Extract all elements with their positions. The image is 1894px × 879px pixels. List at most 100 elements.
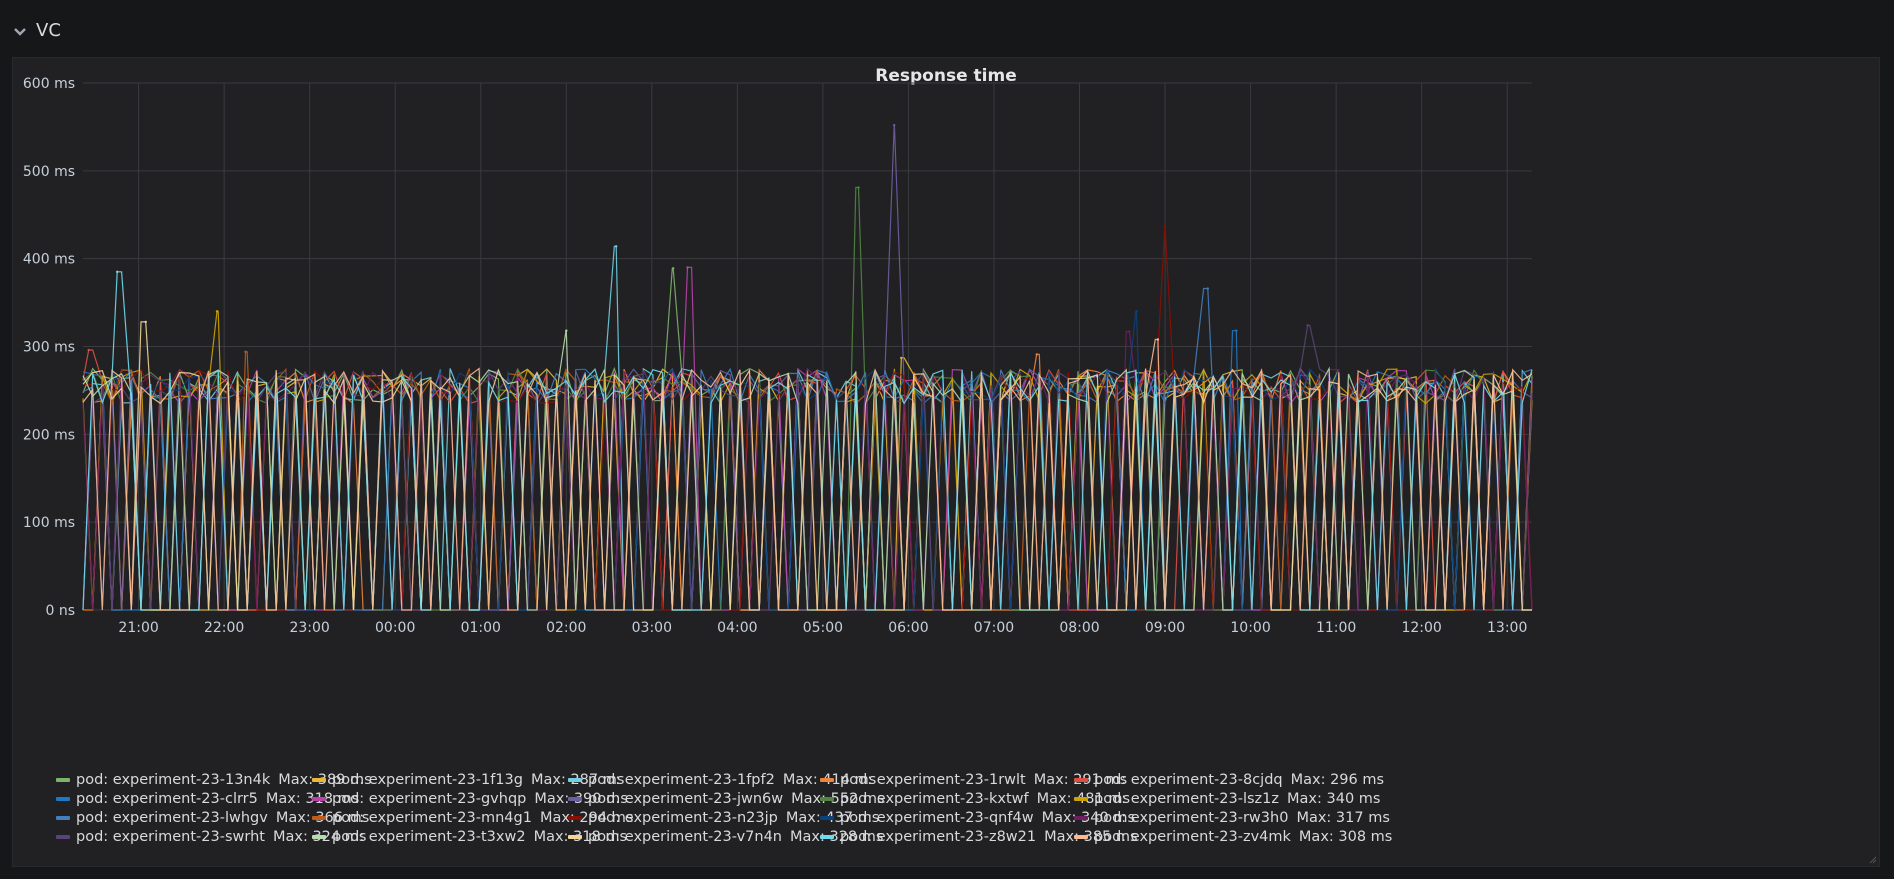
legend-series-name: pod: experiment-23-gvhqp: [332, 791, 527, 807]
series-peak-point: [1156, 338, 1160, 341]
x-tick-label: 07:00: [974, 620, 1014, 636]
legend-item[interactable]: pod: experiment-23-mn4g1 Max: 294 ms: [312, 810, 633, 826]
series-peak-point: [1206, 287, 1210, 290]
legend-series-name: pod: experiment-23-zv4mk: [1094, 829, 1291, 845]
series-peak-point: [672, 267, 675, 270]
legend-swatch: [1074, 778, 1088, 782]
legend-item[interactable]: pod: experiment-23-qnf4w Max: 340 ms: [820, 810, 1135, 826]
panel-resize-handle-icon[interactable]: [1867, 854, 1877, 864]
legend-series-name: pod: experiment-23-rw3h0: [1094, 810, 1289, 826]
legend-series-name: pod: experiment-23-jwn6w: [588, 791, 784, 807]
y-tick-label: 400 ms: [23, 252, 75, 268]
legend-swatch: [820, 835, 834, 839]
series-experiment-23-qnf4w: [82, 310, 1532, 611]
x-tick-label: 12:00: [1401, 620, 1441, 636]
x-tick-label: 02:00: [546, 620, 586, 636]
series-line: [82, 266, 1533, 611]
legend-item[interactable]: pod: experiment-23-swrht Max: 324 ms: [56, 829, 366, 845]
response-time-chart[interactable]: 0 ns 100 ms 200 ms 300 ms 400 ms 500 ms 600 ms…: [13, 58, 1879, 866]
legend-series-max: Max: 385 ms: [1044, 829, 1138, 845]
series-peak-point: [1035, 353, 1038, 356]
series-peak-point: [565, 329, 568, 332]
series-line: [82, 321, 1532, 611]
legend-series-name: pod: experiment-23-lsz1z: [1094, 791, 1280, 807]
legend-series-name: pod: experiment-23-1fpf2: [588, 772, 775, 788]
legend-series-name: pod: experiment-23-swrht: [76, 829, 265, 845]
series-experiment-23-gvhqp: [82, 266, 1533, 611]
legend-item[interactable]: pod: experiment-23-jwn6w Max: 552 ms: [568, 791, 885, 807]
series-peak-point: [1235, 329, 1238, 332]
legend-item[interactable]: pod: experiment-23-8cjdq Max: 296 ms: [1074, 772, 1384, 788]
series-line: [82, 338, 1533, 611]
legend-item[interactable]: pod: experiment-23-lsz1z Max: 340 ms: [1074, 791, 1380, 807]
y-tick-label: 500 ms: [23, 164, 75, 180]
series-peak-point: [116, 270, 119, 274]
legend-item[interactable]: pod: experiment-23-v7n4n Max: 328 ms: [568, 829, 883, 845]
series-line: [82, 245, 1533, 611]
series-peak-point: [1163, 224, 1167, 228]
legend-swatch: [1074, 816, 1088, 820]
legend-series-max: Max: 317 ms: [1296, 810, 1390, 826]
legend-swatch: [1074, 797, 1088, 801]
x-tick-label: 00:00: [375, 620, 415, 636]
series-peak-point: [215, 310, 219, 313]
series-line: [82, 225, 1533, 611]
x-tick-label: 08:00: [1059, 620, 1099, 636]
legend-item[interactable]: pod: experiment-23-rw3h0 Max: 317 ms: [1074, 810, 1390, 826]
legend-item[interactable]: pod: experiment-23-z8w21 Max: 385 ms: [820, 829, 1138, 845]
legend-swatch: [568, 835, 582, 839]
x-tick-label: 10:00: [1230, 620, 1270, 636]
panel-title[interactable]: Response time: [875, 66, 1017, 86]
x-tick-label: 01:00: [461, 620, 501, 636]
legend-series-max: Max: 340 ms: [1041, 810, 1135, 826]
x-tick-label: 21:00: [118, 620, 158, 636]
legend-series-name: pod: experiment-23-1rwlt: [840, 772, 1026, 788]
legend-item[interactable]: pod: experiment-23-zv4mk Max: 308 ms: [1074, 829, 1392, 845]
x-tick-label: 03:00: [632, 620, 672, 636]
series-peak-point: [144, 320, 147, 324]
x-tick-label: 13:00: [1487, 620, 1527, 636]
series-peak-point: [614, 245, 618, 248]
legend-swatch: [312, 778, 326, 782]
legend-swatch: [568, 778, 582, 782]
legend-item[interactable]: pod: experiment-23-lwhgv Max: 366 ms: [56, 810, 369, 826]
row-title[interactable]: VC: [36, 20, 61, 41]
y-tick-label: 600 ms: [23, 76, 75, 92]
series-experiment-23-lwhgv: [82, 287, 1533, 611]
series-peak-point: [686, 266, 689, 269]
series-experiment-23-swrht: [82, 324, 1533, 611]
legend-swatch: [568, 816, 582, 820]
series-peak-point: [1135, 310, 1138, 313]
series-peak-point: [900, 356, 903, 360]
legend-series-name: pod: experiment-23-v7n4n: [588, 829, 782, 845]
legend-swatch: [56, 816, 70, 820]
series-experiment-23-jwn6w: [82, 123, 1533, 611]
legend-series-name: pod: experiment-23-mn4g1: [332, 810, 532, 826]
legend-swatch: [56, 797, 70, 801]
legend-item[interactable]: pod: experiment-23-t3xw2 Max: 318 ms: [312, 829, 627, 845]
legend-series-max: Max: 328 ms: [790, 829, 884, 845]
y-tick-label: 100 ms: [23, 515, 75, 531]
legend-series-name: pod: experiment-23-13n4k: [76, 772, 271, 788]
legend-series-name: pod: experiment-23-z8w21: [840, 829, 1037, 845]
series-peak-point: [857, 186, 860, 189]
legend-series-name: pod: experiment-23-clrr5: [76, 791, 258, 807]
chevron-down-icon[interactable]: [13, 25, 27, 39]
legend-item[interactable]: pod: experiment-23-n23jp Max: 437 ms: [568, 810, 879, 826]
series-peak-point: [892, 123, 896, 127]
legend-series-name: pod: experiment-23-t3xw2: [332, 829, 526, 845]
legend-swatch: [820, 778, 834, 782]
legend-series-name: pod: experiment-23-1f13g: [332, 772, 523, 788]
x-tick-label: 09:00: [1145, 620, 1185, 636]
row-header[interactable]: VC: [0, 0, 1894, 58]
series-line: [82, 310, 1532, 611]
legend-swatch: [568, 797, 582, 801]
legend-series-max: Max: 296 ms: [1290, 772, 1385, 788]
response-time-panel: Response time 0 ns 100 ms 200 ms 300 ms 400 …: [12, 57, 1880, 867]
legend-series-max: Max: 308 ms: [1298, 829, 1393, 845]
x-tick-label: 04:00: [717, 620, 757, 636]
legend-swatch: [312, 835, 326, 839]
x-tick-label: 23:00: [289, 620, 329, 636]
legend-series-max: Max: 552 ms: [791, 791, 885, 807]
series-experiment-23-zv4mk: [82, 338, 1533, 611]
